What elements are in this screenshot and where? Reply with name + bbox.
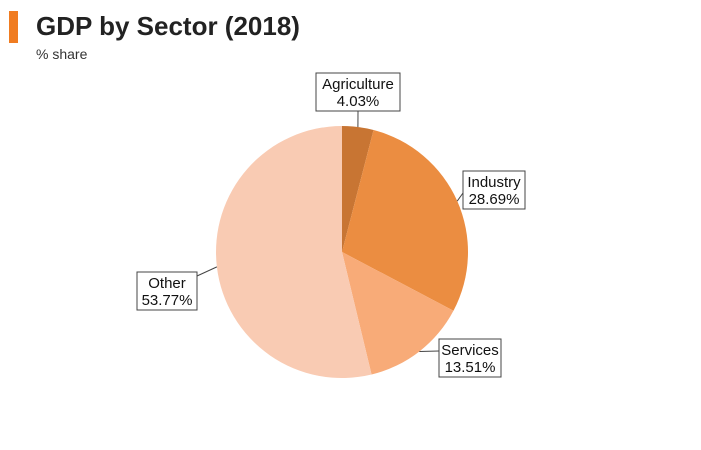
- chart-subtitle: % share: [36, 46, 88, 62]
- slice-label-value: 28.69%: [469, 191, 520, 208]
- label-box-agriculture: [315, 72, 401, 112]
- slice-label-value: 4.03%: [337, 93, 380, 110]
- pie-slice-other: [216, 126, 372, 378]
- slice-label-name: Industry: [467, 174, 521, 191]
- label-box-services: [438, 338, 502, 378]
- pie-slice-services: [342, 252, 454, 375]
- pie-slice-industry: [342, 130, 468, 311]
- label-box-industry: [462, 170, 526, 210]
- slice-label-value: 53.77%: [142, 292, 193, 309]
- slice-label-name: Other: [148, 275, 186, 292]
- label-box-other: [136, 271, 198, 311]
- title-accent-bar: [9, 11, 18, 43]
- slice-label-value: 13.51%: [445, 359, 496, 376]
- label-leader-other: [196, 266, 218, 277]
- slice-label-name: Services: [441, 342, 499, 359]
- slice-label-name: Agriculture: [322, 76, 394, 93]
- pie-slice-agriculture: [342, 126, 374, 252]
- chart-title: GDP by Sector (2018): [36, 11, 300, 41]
- pie-slices: [216, 126, 468, 378]
- label-leader-industry: [456, 192, 464, 202]
